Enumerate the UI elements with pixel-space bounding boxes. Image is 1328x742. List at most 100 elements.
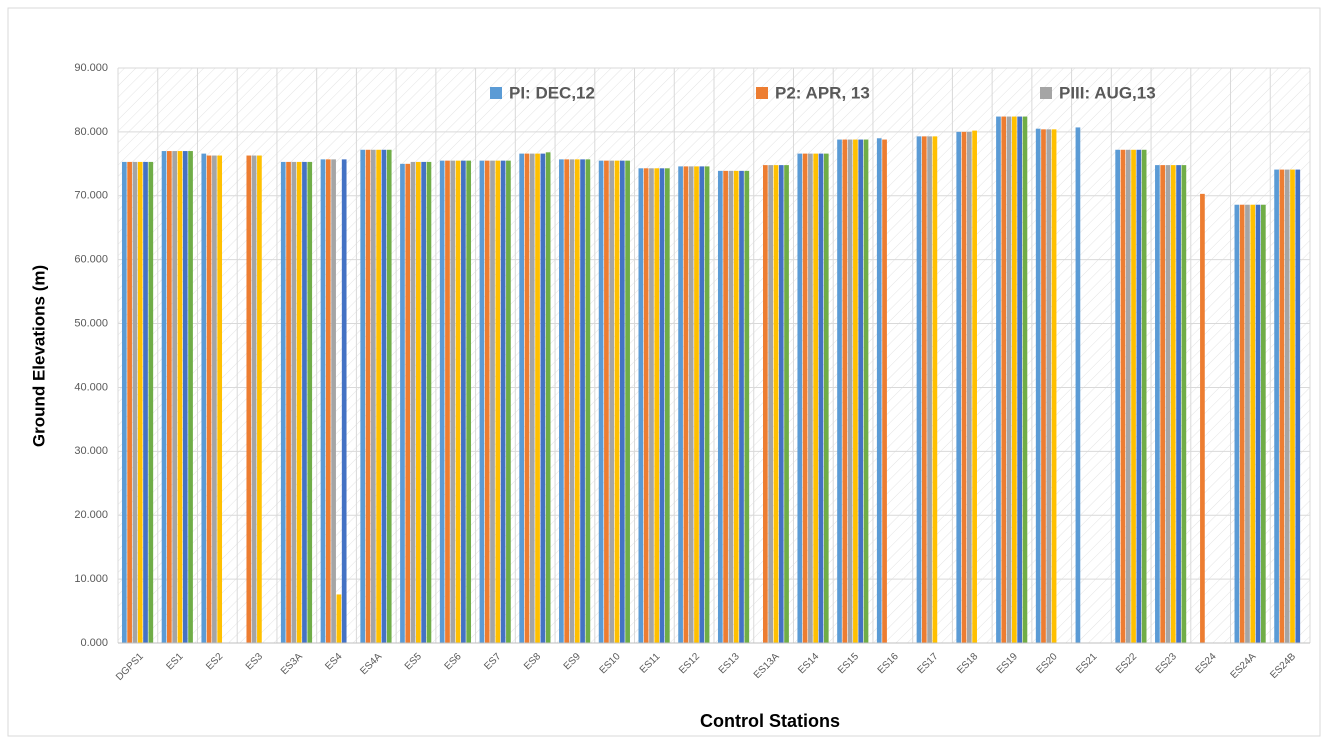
bar <box>495 160 501 643</box>
bar <box>1176 165 1181 643</box>
bar <box>143 161 148 643</box>
bar <box>598 160 604 643</box>
bar <box>1160 165 1166 643</box>
bar <box>1245 204 1250 643</box>
bar <box>778 165 784 643</box>
bar <box>585 159 591 643</box>
bar <box>858 139 864 644</box>
bar <box>654 168 660 644</box>
bar <box>842 139 848 644</box>
bar <box>381 149 387 643</box>
bar <box>1001 116 1007 644</box>
bar <box>1181 165 1187 643</box>
bar <box>1279 169 1285 644</box>
bar <box>649 168 654 644</box>
bar <box>386 149 392 643</box>
bar <box>972 130 977 644</box>
bar <box>439 160 445 643</box>
bar <box>1046 129 1052 644</box>
bar <box>784 165 789 643</box>
bar <box>921 136 927 643</box>
bar <box>1165 165 1171 643</box>
bar <box>217 155 223 643</box>
bar <box>280 161 286 643</box>
bar <box>659 168 665 644</box>
bar <box>341 159 347 643</box>
bar <box>519 153 525 643</box>
bar <box>500 160 506 643</box>
bar <box>733 170 739 643</box>
bar <box>1006 116 1012 644</box>
bar <box>331 159 336 643</box>
bar <box>966 131 972 643</box>
bar <box>961 131 967 643</box>
bar <box>246 155 252 643</box>
bar <box>619 160 625 643</box>
bar <box>808 153 813 643</box>
bar <box>416 161 421 643</box>
bar <box>773 165 779 643</box>
bar <box>932 136 938 643</box>
bar <box>717 170 723 643</box>
bar <box>296 161 302 643</box>
bar <box>1131 149 1136 643</box>
y-tick-label: 50.000 <box>74 317 108 329</box>
legend-swatch <box>1040 87 1052 99</box>
bar <box>545 152 551 644</box>
bar <box>728 170 734 643</box>
bar <box>251 155 257 643</box>
bar <box>506 160 511 643</box>
bar <box>172 151 177 644</box>
bar <box>421 161 426 643</box>
bar <box>1290 169 1295 644</box>
bar <box>1075 127 1081 643</box>
legend-swatch <box>490 87 502 99</box>
bar <box>1170 165 1176 643</box>
y-tick-label: 60.000 <box>74 254 108 266</box>
bar <box>916 136 922 643</box>
bar <box>1125 149 1131 643</box>
bar <box>1035 128 1041 643</box>
bar <box>320 159 326 643</box>
bar <box>182 151 188 644</box>
bar <box>625 160 630 643</box>
bar <box>524 153 530 643</box>
bar <box>614 160 620 643</box>
bar <box>1234 204 1240 643</box>
x-axis-title: Control Stations <box>700 711 840 731</box>
bar <box>201 153 207 643</box>
bar <box>206 155 212 643</box>
bar <box>604 160 609 643</box>
bar <box>683 166 689 643</box>
bar <box>490 160 495 643</box>
bar <box>688 166 694 643</box>
bar <box>609 160 615 643</box>
y-tick-label: 0.000 <box>80 637 108 649</box>
legend-label: PIII: AUG,13 <box>1059 83 1156 102</box>
bar <box>426 161 432 643</box>
bar <box>405 163 411 644</box>
y-tick-label: 20.000 <box>74 509 108 521</box>
bar <box>450 160 456 643</box>
legend-swatch <box>756 87 768 99</box>
bar <box>410 161 416 643</box>
bar <box>1120 149 1126 643</box>
bar <box>479 160 485 643</box>
bar <box>529 153 535 643</box>
bar <box>1155 165 1160 643</box>
bar <box>996 116 1001 644</box>
bar <box>1136 149 1142 643</box>
bar <box>699 166 705 643</box>
bar <box>360 149 366 643</box>
bar <box>466 160 472 643</box>
bar <box>400 163 405 644</box>
bar <box>148 161 154 643</box>
bar <box>847 139 853 644</box>
bar <box>212 155 217 643</box>
bar <box>1274 169 1279 644</box>
bar <box>574 159 580 643</box>
bar <box>121 161 127 643</box>
bar <box>540 153 546 643</box>
bar <box>302 161 307 643</box>
